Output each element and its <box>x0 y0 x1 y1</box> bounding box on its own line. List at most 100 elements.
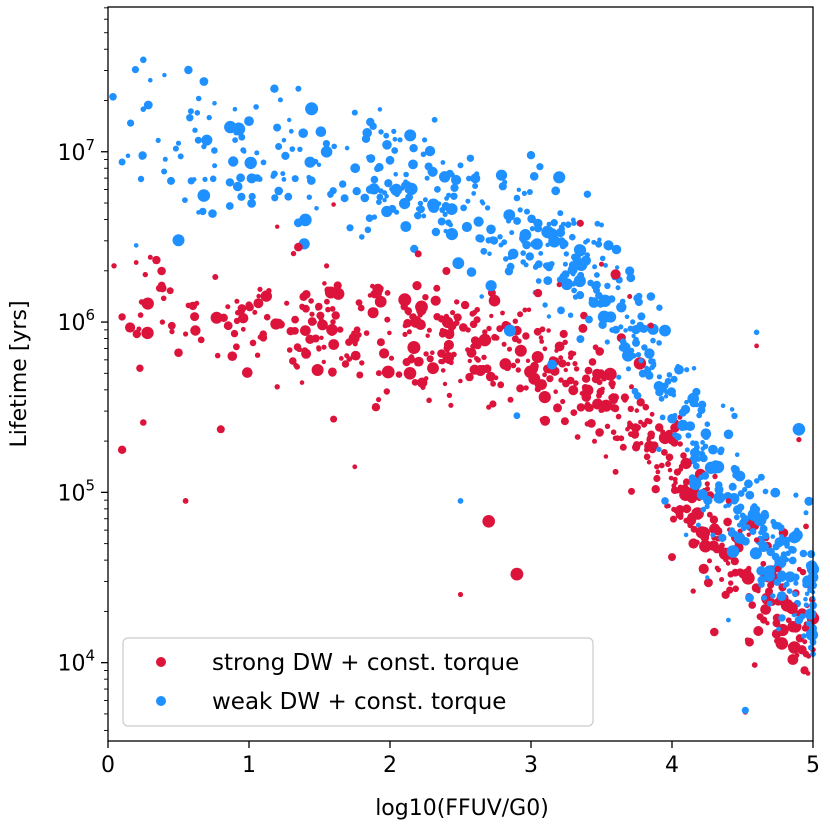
point-strong-dw <box>600 399 613 412</box>
point-weak-dw <box>288 128 294 134</box>
point-strong-dw <box>245 301 253 309</box>
point-weak-dw <box>720 403 726 409</box>
point-weak-dw <box>659 414 666 421</box>
point-strong-dw <box>805 671 811 676</box>
point-strong-dw <box>565 361 571 367</box>
point-weak-dw <box>567 312 574 318</box>
point-weak-dw <box>656 304 663 311</box>
point-weak-dw <box>291 175 299 183</box>
point-strong-dw <box>451 351 457 358</box>
point-weak-dw <box>548 235 561 248</box>
point-strong-dw <box>658 462 665 469</box>
point-weak-dw <box>793 492 799 498</box>
point-strong-dw <box>546 328 551 333</box>
point-weak-dw <box>446 192 452 198</box>
point-strong-dw <box>307 317 317 326</box>
point-weak-dw <box>513 217 521 225</box>
point-strong-dw <box>482 329 488 335</box>
point-weak-dw <box>195 95 202 102</box>
point-weak-dw <box>807 550 816 559</box>
point-strong-dw <box>687 522 693 529</box>
point-weak-dw <box>405 193 413 202</box>
point-strong-dw <box>299 380 305 385</box>
point-weak-dw <box>509 230 515 236</box>
point-weak-dw <box>762 488 769 495</box>
point-weak-dw <box>605 311 617 323</box>
point-weak-dw <box>445 203 458 216</box>
point-weak-dw <box>466 175 472 182</box>
x-tick-label: 5 <box>806 753 820 778</box>
point-strong-dw <box>374 295 387 308</box>
point-weak-dw <box>225 202 234 210</box>
point-weak-dw <box>563 251 569 257</box>
point-strong-dw <box>644 454 650 460</box>
point-weak-dw <box>393 172 399 177</box>
point-strong-dw <box>627 405 634 413</box>
point-strong-dw <box>632 441 641 449</box>
point-weak-dw <box>125 153 131 159</box>
point-strong-dw <box>709 523 721 535</box>
point-weak-dw <box>702 443 709 450</box>
point-weak-dw <box>619 298 626 305</box>
point-weak-dw <box>595 240 603 248</box>
point-strong-dw <box>406 329 412 335</box>
point-strong-dw <box>152 255 161 265</box>
point-weak-dw <box>786 588 793 594</box>
point-weak-dw <box>344 145 350 151</box>
point-weak-dw <box>346 224 354 232</box>
point-strong-dw <box>558 359 567 368</box>
point-weak-dw <box>500 174 506 180</box>
point-strong-dw <box>585 406 591 412</box>
point-weak-dw <box>739 518 747 527</box>
point-strong-dw <box>629 384 634 390</box>
point-strong-dw <box>719 542 725 549</box>
point-weak-dw <box>298 128 309 138</box>
point-strong-dw <box>760 604 771 615</box>
point-weak-dw <box>340 194 349 203</box>
point-weak-dw <box>529 226 536 232</box>
point-strong-dw <box>331 311 340 320</box>
point-weak-dw <box>803 510 809 516</box>
point-weak-dw <box>199 207 207 216</box>
point-strong-dw <box>160 295 167 302</box>
point-weak-dw <box>633 336 639 343</box>
point-strong-dw <box>460 300 470 310</box>
point-strong-dw <box>190 312 200 322</box>
point-strong-dw <box>459 323 468 332</box>
point-weak-dw <box>503 324 516 337</box>
point-weak-dw <box>727 529 736 537</box>
point-strong-dw <box>774 565 781 573</box>
point-weak-dw <box>448 222 453 228</box>
point-weak-dw <box>571 287 577 294</box>
point-strong-dw <box>423 376 429 381</box>
point-weak-dw <box>550 219 558 227</box>
point-weak-dw <box>381 190 388 196</box>
point-weak-dw <box>692 462 700 470</box>
point-weak-dw <box>803 596 808 602</box>
point-strong-dw <box>786 602 798 615</box>
point-strong-dw <box>458 378 463 384</box>
point-strong-dw <box>500 310 505 316</box>
point-weak-dw <box>666 372 673 378</box>
point-weak-dw <box>472 183 479 189</box>
point-weak-dw <box>785 550 791 556</box>
point-weak-dw <box>546 314 552 319</box>
point-strong-dw <box>680 452 687 459</box>
point-weak-dw <box>805 628 819 641</box>
point-strong-dw <box>742 568 752 577</box>
point-weak-dw <box>497 234 503 240</box>
point-weak-dw <box>277 97 283 103</box>
point-strong-dw <box>413 356 424 367</box>
point-strong-dw <box>753 626 764 636</box>
point-strong-dw <box>517 311 524 318</box>
point-strong-dw <box>698 563 709 575</box>
point-strong-dw <box>654 464 660 470</box>
point-weak-dw <box>275 143 283 150</box>
point-weak-dw <box>443 228 448 234</box>
point-weak-dw <box>564 273 570 278</box>
point-strong-dw <box>649 411 655 417</box>
point-strong-dw <box>321 359 326 365</box>
point-strong-dw <box>356 371 364 379</box>
point-strong-dw <box>190 325 201 336</box>
point-strong-dw <box>501 341 507 347</box>
